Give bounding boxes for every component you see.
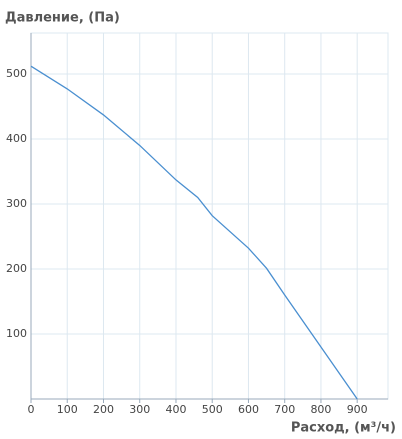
y-tick-label: 300 <box>6 197 27 210</box>
x-axis-title: Расход, (м³/ч) <box>291 421 396 436</box>
x-tick-label: 900 <box>347 403 368 416</box>
x-tick-label: 600 <box>238 403 259 416</box>
x-tick-label: 200 <box>93 403 114 416</box>
x-tick-label: 300 <box>129 403 150 416</box>
x-tick-label: 100 <box>57 403 78 416</box>
x-tick-label: 500 <box>202 403 223 416</box>
x-tick-label: 800 <box>310 403 331 416</box>
y-tick-label: 500 <box>6 67 27 80</box>
chart-title: Давление, (Па) <box>5 11 120 26</box>
x-tick-label: 0 <box>28 403 35 416</box>
y-tick-label: 200 <box>6 262 27 275</box>
plot-frame <box>30 32 389 400</box>
x-tick-label: 700 <box>274 403 295 416</box>
line-series <box>30 65 358 400</box>
y-tick-label: 400 <box>6 132 27 145</box>
x-tick-label: 400 <box>165 403 186 416</box>
y-tick-label: 100 <box>6 327 27 340</box>
